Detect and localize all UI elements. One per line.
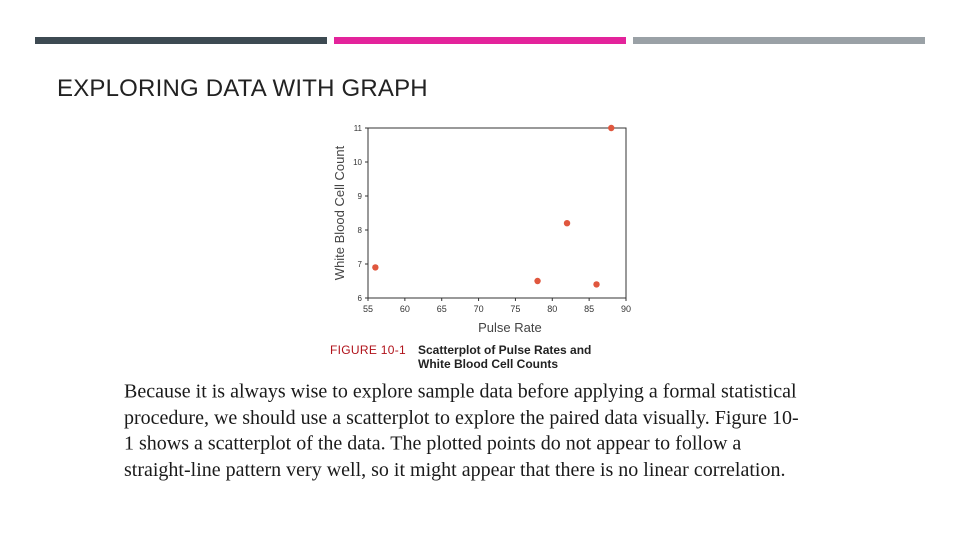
y-tick-label: 6 xyxy=(358,294,363,303)
y-tick-label: 9 xyxy=(358,192,363,201)
y-tick-label: 7 xyxy=(358,260,363,269)
y-tick-label: 10 xyxy=(353,158,362,167)
plot-frame xyxy=(367,127,627,299)
y-tick-label: 8 xyxy=(358,226,363,235)
header-bar-gray xyxy=(633,37,925,44)
figure-image: 6 7 8 9 10 11 55 60 65 70 75 80 85 90 Pulse Rate White … xyxy=(323,122,653,374)
slide-title: EXPLORING DATA WITH GRAPH xyxy=(57,75,428,102)
data-point xyxy=(372,264,379,271)
x-tick-label: 55 xyxy=(363,304,373,314)
header-bar-pink xyxy=(334,37,626,44)
figure-label: FIGURE 10-1 xyxy=(330,343,406,357)
caption-line-2: White Blood Cell Counts xyxy=(418,357,558,371)
caption-line-1: Scatterplot of Pulse Rates and xyxy=(418,343,592,357)
y-tick-label: 11 xyxy=(354,124,363,133)
x-tick-label: 80 xyxy=(547,304,557,314)
x-axis-label: Pulse Rate xyxy=(478,320,542,335)
body-paragraph: Because it is always wise to explore sam… xyxy=(124,380,799,481)
x-tick-label: 60 xyxy=(400,304,410,314)
y-axis-label: White Blood Cell Count xyxy=(332,145,347,280)
scatterplot-chart: 6 7 8 9 10 11 55 60 65 70 75 80 85 90 Pulse Rate White … xyxy=(332,124,631,335)
data-point xyxy=(593,281,600,288)
x-tick-label: 65 xyxy=(437,304,447,314)
x-tick-label: 70 xyxy=(474,304,484,314)
data-point xyxy=(563,220,571,227)
header-bar-dark xyxy=(35,37,327,44)
data-point xyxy=(608,124,615,132)
caption-text: Scatterplot of Pulse Rates and White Blo… xyxy=(418,343,591,371)
x-tick-label: 85 xyxy=(584,304,594,314)
figure-caption: FIGURE 10-1 Scatterplot of Pulse Rates a… xyxy=(330,343,591,371)
x-tick-label: 90 xyxy=(621,304,631,314)
data-point xyxy=(534,277,541,285)
x-tick-label: 75 xyxy=(510,304,520,314)
